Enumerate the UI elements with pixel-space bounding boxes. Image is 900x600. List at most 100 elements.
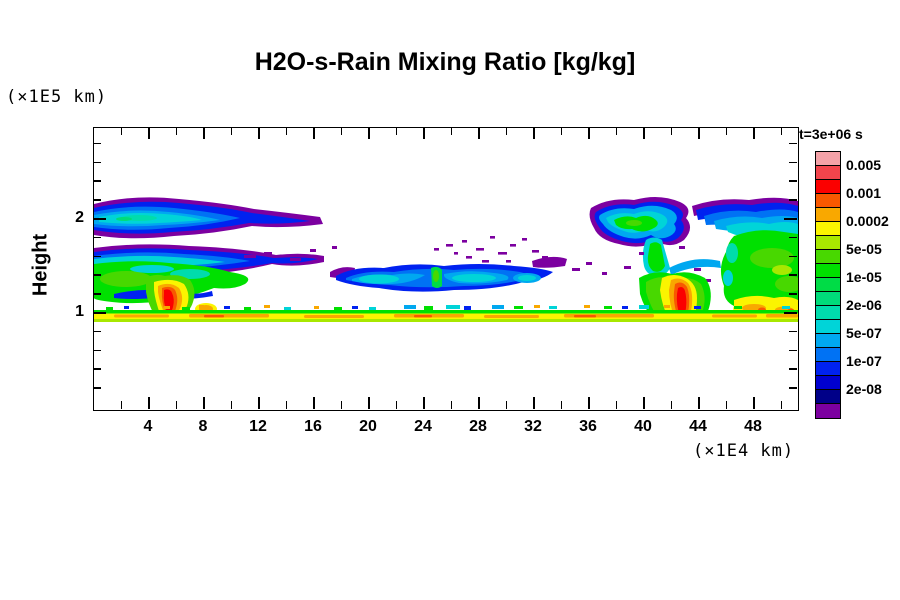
contour-field-canvas [94,196,798,322]
colorbar-cell [816,222,840,236]
y-axis-tick [93,293,101,295]
x-tick-label: 16 [304,418,322,435]
x-axis-tick [560,127,563,135]
colorbar-cell [816,166,840,180]
y-axis-tick [789,255,797,258]
colorbar-cell [816,334,840,348]
y-axis-tick [784,312,797,314]
x-axis-tick [230,127,233,135]
y-axis-tick [93,387,101,389]
y-axis-tick [93,218,106,220]
middle-cloud [330,256,567,292]
y-axis-tick [93,312,106,314]
x-axis-tick [505,127,508,135]
y-axis-tick [93,349,101,352]
x-axis-tick [670,401,673,409]
x-axis-tick [230,401,233,409]
colorbar-cell [816,264,840,278]
y-axis-tick [789,330,797,333]
colorbar-cell [816,152,840,166]
purple-fragment-streaks-center [572,262,631,275]
y-axis-tick [789,236,797,239]
x-axis-tick [395,127,398,135]
x-axis-tick [780,401,783,409]
colorbar-cell [816,404,840,418]
colorbar-cell [816,208,840,222]
x-axis-tick [340,401,343,409]
colorbar-tick-label: 2e-06 [846,297,882,313]
colorbar-tick-label: 1e-07 [846,353,882,369]
x-axis-tick [368,397,370,409]
x-tick-label: 8 [198,418,208,435]
x-axis-tick [313,127,315,139]
x-axis-tick [395,401,398,409]
surface-rain-band [94,310,798,322]
x-axis-unit-label: (×1E4 km) [693,441,795,461]
x-axis-tick [148,397,150,409]
y-axis-tick [789,387,797,389]
x-axis-tick [120,127,123,135]
y-axis-tick [93,180,101,182]
colorbar-tick-label: 1e-05 [846,269,882,285]
x-tick-label: 4 [143,418,153,435]
colorbar-tick-label: 0.005 [846,157,882,173]
x-axis-tick [120,401,123,409]
colorbar-cell [816,194,840,208]
colorbar-tick-label: 5e-07 [846,325,882,341]
x-axis-tick [148,127,150,139]
y-axis-tick [789,161,797,164]
x-tick-label: 24 [414,418,432,435]
x-axis-tick [698,397,700,409]
x-axis-tick [423,397,425,409]
x-tick-label: 36 [579,418,597,435]
x-axis-tick [643,397,645,409]
x-axis-tick [450,401,453,409]
colorbar-cell [816,390,840,404]
y-axis-tick [789,180,797,182]
x-tick-label: 12 [249,418,267,435]
colorbar-cell [816,180,840,194]
x-tick-label: 20 [359,418,377,435]
x-axis-tick [753,127,755,139]
y-axis-tick [93,255,101,258]
colorbar-cell [816,250,840,264]
x-axis-tick [423,127,425,139]
x-axis-tick [588,127,590,139]
x-axis-tick [203,397,205,409]
x-axis-tick [368,127,370,139]
x-axis-tick [203,127,205,139]
x-axis-tick [588,397,590,409]
y-axis-tick [93,274,101,276]
y-axis-tick [789,368,797,370]
y-axis-tick [93,199,101,201]
x-axis-tick [478,127,480,139]
y-tick-label: 1 [75,303,84,320]
colorbar-cell [816,348,840,362]
y-axis-tick [93,330,101,333]
x-axis-tick [175,127,178,135]
colorbar-cell [816,362,840,376]
x-axis-tick [753,397,755,409]
x-axis-tick [670,127,673,135]
y-axis-tick [93,161,101,164]
colorbar-cell [816,320,840,334]
y-axis-unit-label: (×1E5 km) [6,87,108,107]
y-axis-tick [93,142,101,145]
left-cloud-upper-band [94,197,323,239]
colorbar-cell [816,292,840,306]
x-axis-tick [450,127,453,135]
x-tick-label: 44 [689,418,707,435]
colorbar-tick-label: 0.001 [846,185,882,201]
x-axis-tick [643,127,645,139]
x-axis-tick [725,401,728,409]
y-axis-tick [789,199,797,201]
x-axis-tick [478,397,480,409]
x-axis-tick [698,127,700,139]
colorbar-cell [816,376,840,390]
x-axis-tick [780,127,783,135]
x-tick-label: 40 [634,418,652,435]
plot-area [93,127,799,411]
y-axis-tick [789,293,797,295]
colorbar [815,151,841,419]
